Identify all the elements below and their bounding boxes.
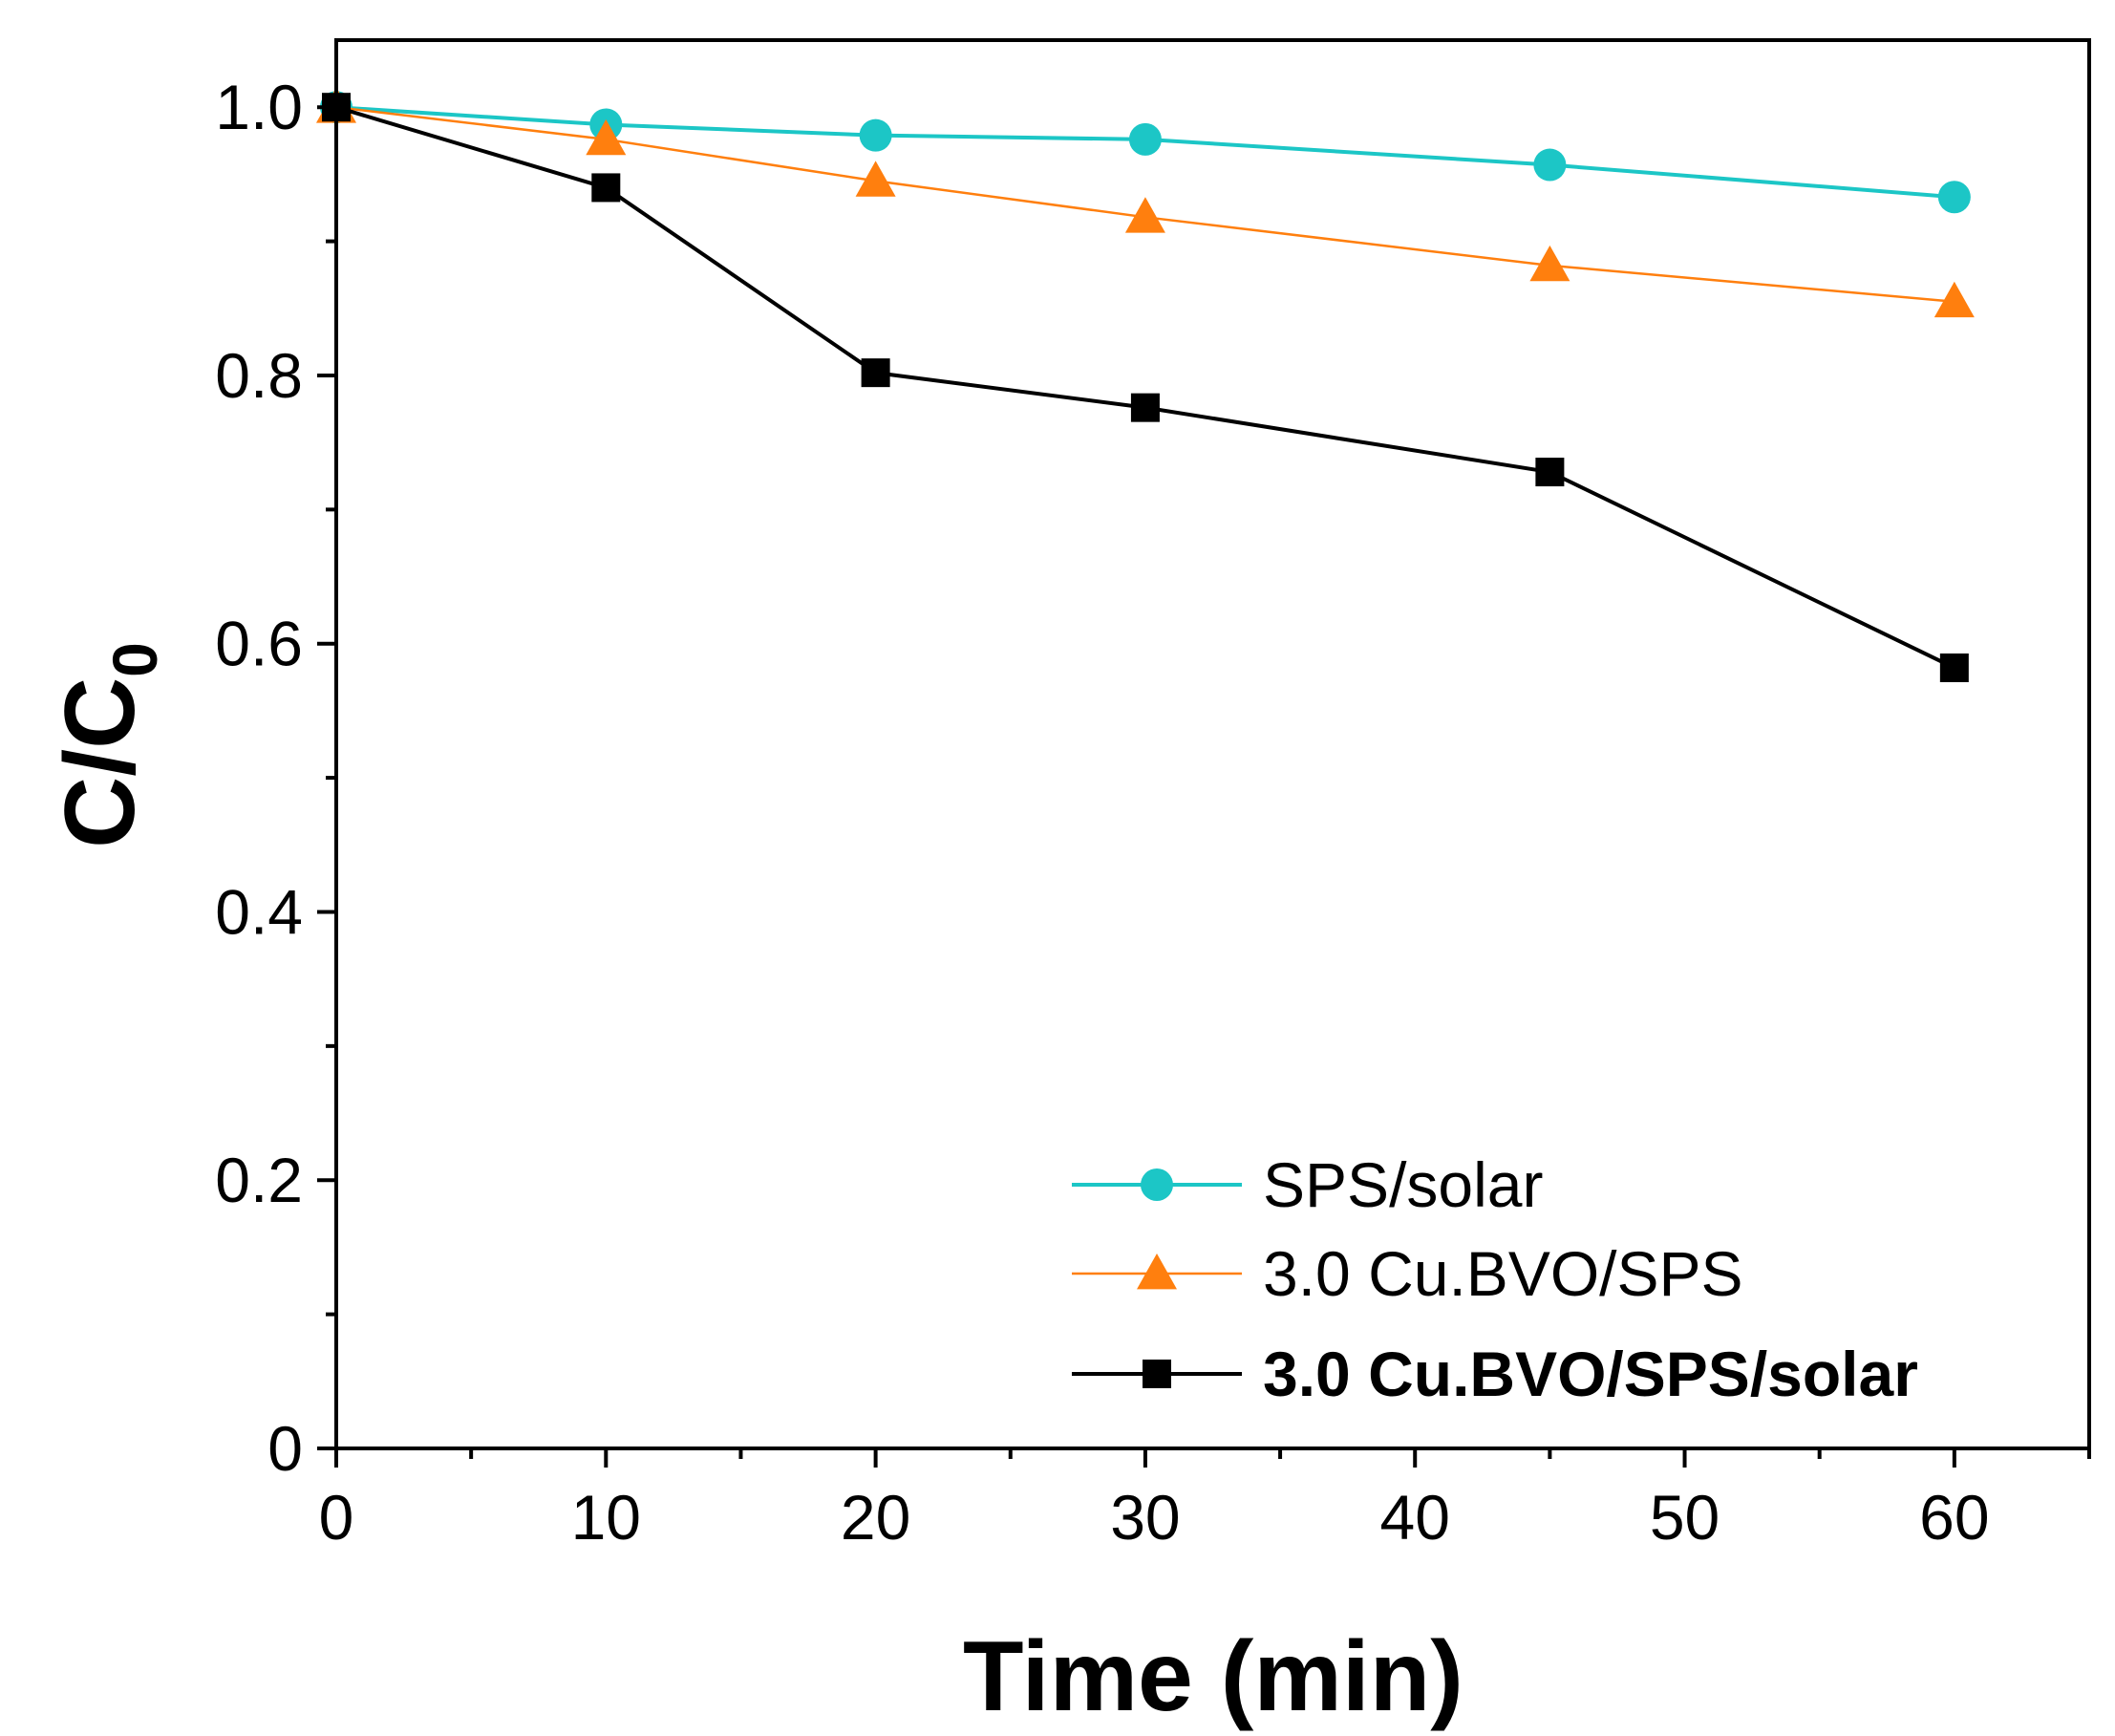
plot-frame xyxy=(334,38,2091,1450)
legend-label: 3.0 Cu.BVO/SPS xyxy=(1263,1238,1743,1309)
legend-label: SPS/solar xyxy=(1263,1149,1543,1220)
y-tick-label: 0.6 xyxy=(215,609,303,679)
series-line xyxy=(335,105,1955,303)
series-layer xyxy=(316,87,1975,682)
x-tick-label: 20 xyxy=(841,1482,910,1553)
data-point xyxy=(1933,281,1975,318)
x-tick-label: 0 xyxy=(319,1482,354,1553)
x-tick-label: 50 xyxy=(1650,1482,1720,1553)
y-tick-label: 0.4 xyxy=(215,876,303,947)
data-point xyxy=(1535,458,1565,487)
data-point xyxy=(855,161,896,197)
data-point xyxy=(859,118,892,152)
data-point xyxy=(1939,653,1969,682)
data-point xyxy=(1937,181,1971,214)
legend-item: 3.0 Cu.BVO/SPS xyxy=(1072,1238,1743,1309)
y-tick-label: 0 xyxy=(267,1413,303,1484)
legend-item: SPS/solar xyxy=(1072,1149,1543,1220)
y-tick-label: 0.2 xyxy=(215,1145,303,1215)
data-point xyxy=(861,358,890,388)
y-tick-label: 1.0 xyxy=(215,72,303,142)
data-point xyxy=(1130,393,1160,422)
x-axis-title: Time (min) xyxy=(963,1621,1463,1732)
y-axis-title-main: C/C xyxy=(45,677,156,848)
series-2 xyxy=(322,93,1969,682)
x-tick-label: 30 xyxy=(1110,1482,1180,1553)
y-axis-title-group: C/C0 xyxy=(45,642,170,848)
data-point xyxy=(1124,197,1165,233)
legend: SPS/solar 3.0 Cu.BVO/SPS 3.0 Cu.BVO/SPS/so… xyxy=(1072,1149,1918,1409)
data-point xyxy=(591,173,621,203)
series-line xyxy=(335,105,1955,200)
data-point xyxy=(1529,245,1570,282)
data-point xyxy=(1533,148,1567,182)
legend-swatch-marker xyxy=(1141,1168,1173,1201)
x-tick-label: 60 xyxy=(1919,1482,1989,1553)
y-axis-title: C/C0 xyxy=(45,642,170,848)
ticks-layer: 0 10 20 30 40 50 60 0 0.2 0.4 0.6 0.8 1.0 xyxy=(215,72,2091,1553)
legend-swatch-marker xyxy=(1143,1360,1171,1388)
data-point xyxy=(586,118,627,156)
y-axis-title-subscript: 0 xyxy=(99,642,170,677)
legend-item: 3.0 Cu.BVO/SPS/solar xyxy=(1072,1339,1918,1409)
y-tick-label: 0.8 xyxy=(215,340,303,411)
series-line xyxy=(335,105,1955,670)
x-tick-label: 40 xyxy=(1380,1482,1450,1553)
legend-swatch-marker xyxy=(1137,1254,1177,1290)
x-tick-label: 10 xyxy=(571,1482,641,1553)
legend-label: 3.0 Cu.BVO/SPS/solar xyxy=(1263,1339,1918,1409)
data-point xyxy=(1128,122,1162,156)
